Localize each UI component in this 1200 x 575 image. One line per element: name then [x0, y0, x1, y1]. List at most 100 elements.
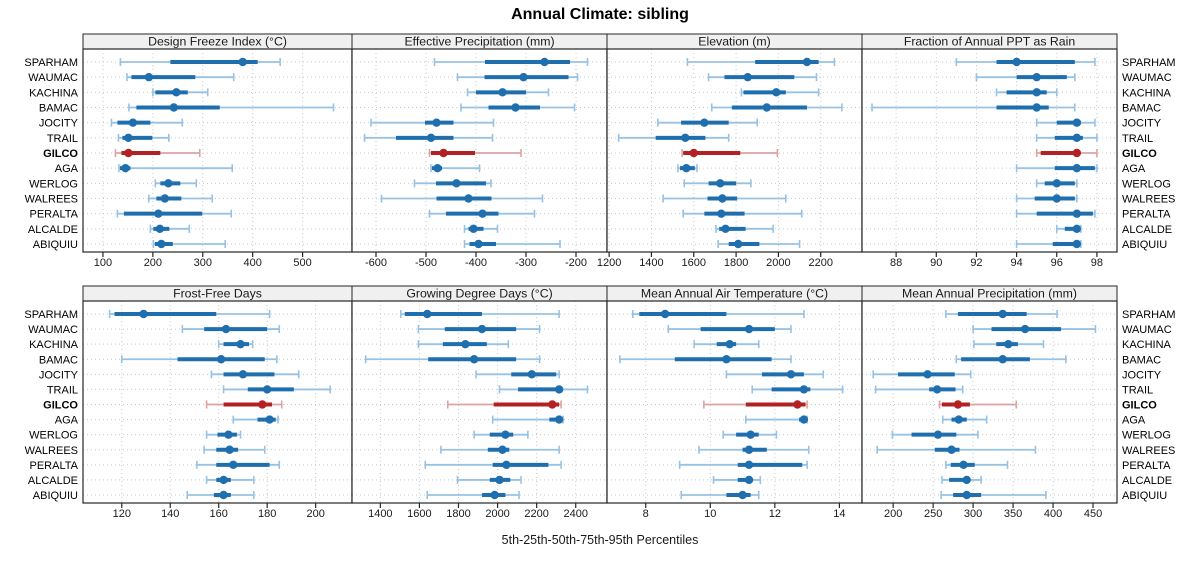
right-station-label-aga: AGA — [1122, 163, 1146, 175]
median-dot — [501, 430, 510, 439]
median-dot — [1052, 179, 1061, 188]
median-dot — [717, 209, 726, 218]
axis-tick-label: -300 — [515, 257, 537, 269]
median-dot — [716, 179, 725, 188]
median-dot — [772, 88, 781, 97]
percentile-series-abiquiu — [463, 239, 561, 249]
median-dot — [947, 445, 956, 454]
median-dot — [744, 460, 754, 470]
median-dot — [1072, 133, 1082, 143]
median-dot — [477, 324, 487, 334]
axis-tick-label: 1800 — [446, 508, 470, 520]
percentile-series-waumac — [667, 324, 792, 334]
panel-title: Elevation (m) — [698, 35, 770, 49]
percentile-series-alcalde — [149, 224, 191, 234]
left-station-label-sparham: SPARHAM — [24, 57, 78, 69]
percentile-series-alcalde — [463, 224, 499, 234]
percentile-series-sparham — [433, 57, 589, 67]
axis-tick-label: 1800 — [724, 257, 748, 269]
right-station-label-peralta: PERALTA — [1122, 209, 1171, 221]
median-dot — [423, 309, 432, 319]
axis-tick-label: 94 — [1010, 257, 1022, 269]
percentile-series-aga — [941, 415, 988, 424]
panel-growing-degree-days-c: Growing Degree Days (°C) 1400 1600 1800 2000… — [351, 285, 608, 520]
axis-tick-label: 500 — [293, 257, 311, 269]
percentile-series-aga — [430, 163, 481, 173]
median-dot — [1052, 194, 1061, 203]
right-station-label-waumac: WAUMAC — [1122, 324, 1172, 336]
panel-fraction-of-annual-ppt-as-rain: Fraction of Annual PPT as Rain 88 90 92 94 96… — [861, 33, 1118, 269]
percentile-series-trail — [874, 385, 964, 394]
percentile-series-werlog — [413, 179, 492, 188]
percentile-series-jocity — [725, 370, 825, 379]
left-station-label-jocity: JOCITY — [39, 118, 79, 130]
percentile-series-peralta — [196, 460, 281, 470]
percentile-series-aga — [677, 163, 698, 173]
percentile-series-sparham — [119, 57, 281, 67]
percentile-series-bamac — [460, 103, 576, 112]
percentile-series-kachina — [417, 339, 510, 349]
percentile-series-kachina — [973, 339, 1045, 349]
median-dot — [540, 57, 549, 67]
left-station-label-alcalde: ALCALDE — [28, 224, 78, 236]
axis-tick-label: 1400 — [368, 508, 392, 520]
median-dot — [933, 430, 943, 439]
percentile-series-sparham — [632, 309, 805, 319]
left-station-label-werlog: WERLOG — [29, 178, 78, 190]
percentile-series-aga — [744, 415, 809, 424]
axis-tick-label: 14 — [833, 508, 845, 520]
median-dot — [124, 133, 133, 143]
median-dot — [169, 103, 179, 112]
median-dot — [1032, 88, 1041, 97]
right-station-label-kachina: KACHINA — [1122, 87, 1172, 99]
median-dot — [799, 385, 809, 394]
panel-elevation-m: Elevation (m) 1200 1400 1600 1800 2000 2200 — [597, 33, 863, 269]
left-station-label-trail: TRAIL — [47, 133, 78, 145]
axis-tick-label: 140 — [161, 508, 179, 520]
median-dot — [238, 370, 248, 379]
axis-tick-label: -600 — [365, 257, 387, 269]
percentile-series-waumac — [181, 324, 281, 334]
percentile-series-bamac — [364, 355, 541, 364]
median-dot — [998, 355, 1007, 364]
median-dot — [548, 400, 557, 409]
median-dot — [160, 194, 170, 203]
axis-tick-label: 2400 — [563, 508, 587, 520]
axis-tick-label: 300 — [964, 508, 982, 520]
percentile-series-trail — [363, 133, 494, 143]
axis-tick-label: 96 — [1051, 257, 1063, 269]
percentile-series-bamac — [619, 355, 792, 364]
median-dot — [1072, 118, 1082, 127]
median-dot — [157, 239, 166, 249]
median-dot — [959, 460, 968, 470]
panel-mean-annual-precipitation-mm: Mean Annual Precipitation (mm) 200 250 300 3… — [861, 285, 1118, 520]
panel-title: Mean Annual Air Temperature (°C) — [641, 287, 828, 301]
percentile-series-walrees — [876, 445, 1037, 454]
median-dot — [490, 490, 499, 500]
median-dot — [1072, 209, 1082, 218]
percentile-series-trail — [1035, 133, 1098, 143]
percentile-series-werlog — [473, 430, 529, 439]
median-dot — [554, 415, 564, 424]
axis-tick-label: 120 — [113, 508, 131, 520]
percentile-series-werlog — [683, 179, 752, 188]
axis-tick-label: 2000 — [766, 257, 790, 269]
percentile-series-jocity — [210, 370, 300, 379]
right-station-label-abiquiu: ABIQUIU — [1122, 239, 1167, 251]
percentile-series-abiquiu — [1015, 239, 1082, 249]
axis-tick-label: 88 — [890, 257, 902, 269]
axis-tick-label: 1200 — [597, 257, 621, 269]
axis-tick-label: 1400 — [639, 257, 663, 269]
percentile-series-alcalde — [712, 475, 762, 485]
median-dot — [721, 224, 730, 234]
right-station-label-abiquiu: ABIQUIU — [1122, 490, 1167, 502]
left-station-label-walrees: WALREES — [25, 194, 78, 206]
median-dot — [1072, 148, 1082, 158]
left-station-label-sparham: SPARHAM — [24, 309, 78, 321]
percentile-series-abiquiu — [717, 239, 801, 249]
median-dot — [962, 475, 971, 485]
median-dot — [502, 460, 511, 470]
percentile-series-trail — [117, 133, 170, 143]
left-station-label-trail: TRAIL — [47, 384, 78, 396]
